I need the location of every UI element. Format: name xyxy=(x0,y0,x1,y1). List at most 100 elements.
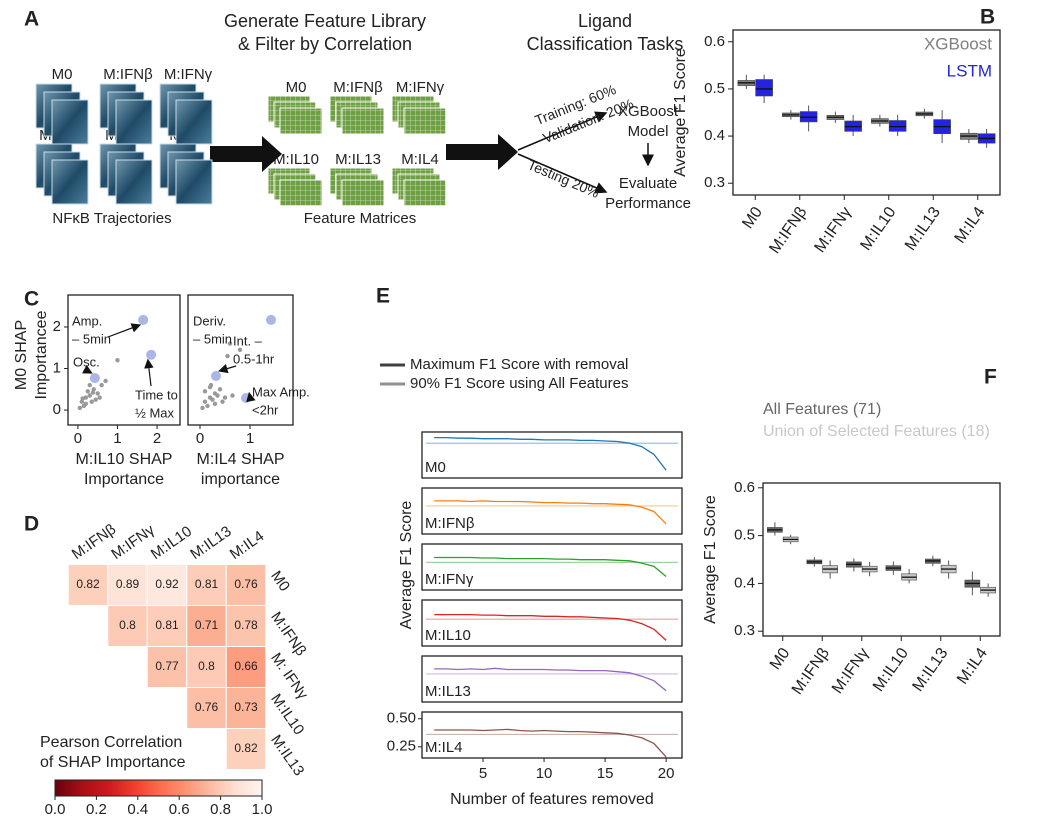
panel-name: M:IL10 xyxy=(425,627,471,644)
panel-name: M:IFNβ xyxy=(425,515,475,532)
x-tick-label: 0 xyxy=(74,430,82,447)
x-axis-label: importance xyxy=(201,471,280,488)
x-tick-label: M0 xyxy=(739,204,766,232)
flow-arrow xyxy=(210,136,282,172)
annotation: Time to xyxy=(135,387,178,402)
y-axis-label: Average F1 Score xyxy=(672,48,689,177)
y-tick-label: 0.5 xyxy=(734,527,755,544)
cell-label: 0.8 xyxy=(119,618,136,632)
point xyxy=(208,382,214,388)
series-line xyxy=(434,667,667,692)
cell-label: 0.71 xyxy=(195,618,219,632)
point xyxy=(115,358,120,363)
annotation: Int. – xyxy=(233,333,263,348)
point xyxy=(220,399,225,404)
highlight-point xyxy=(89,373,100,384)
point xyxy=(83,401,89,407)
feature-matrix xyxy=(341,179,385,207)
x-tick-label: M:IFNγ xyxy=(811,204,855,256)
cell-label: 0.76 xyxy=(234,577,258,591)
heatmap-cell xyxy=(186,605,227,647)
column-label: M:IL10 xyxy=(148,523,195,563)
annotation-arrow xyxy=(218,363,237,374)
legend-label: XGBoost xyxy=(924,34,992,53)
point xyxy=(89,399,94,404)
point xyxy=(202,399,208,404)
diagram-title: Generate Feature Library xyxy=(224,11,426,31)
y-tick-label: 0.3 xyxy=(734,622,755,639)
annotation: Osc. xyxy=(73,354,100,369)
annotation: – 5min xyxy=(72,331,111,346)
matrix-label: M:IL4 xyxy=(401,151,439,168)
axes-frame xyxy=(421,599,683,647)
x-axis-label: M:IL4 SHAP xyxy=(196,451,284,468)
point xyxy=(85,389,90,394)
point xyxy=(222,395,228,400)
annotation-arrow xyxy=(107,323,142,338)
cell-label: 0.82 xyxy=(76,577,100,591)
annotation: <2hr xyxy=(252,402,279,417)
trajectory-image xyxy=(51,99,89,145)
cell-label: 0.81 xyxy=(195,577,219,591)
x-tick-label: 10 xyxy=(536,765,553,782)
trajectory-image xyxy=(115,159,153,205)
colorbar-tick-label: 0.8 xyxy=(210,801,231,818)
y-axis-label: Average F1 Score xyxy=(398,501,415,630)
point xyxy=(77,405,83,411)
point xyxy=(210,397,215,402)
legend-label: Maximum F1 Score with removal xyxy=(410,356,628,373)
x-tick-label: 0 xyxy=(196,430,204,447)
feature-matrix xyxy=(403,179,447,207)
legend-label: 90% F1 Score using All Features xyxy=(410,375,628,392)
feature-matrix xyxy=(279,179,323,207)
axes-frame xyxy=(67,294,181,426)
task-title: Ligand xyxy=(578,11,632,31)
x-tick-label: 1 xyxy=(246,430,254,447)
point xyxy=(212,401,218,407)
x-axis-label: Number of features removed xyxy=(450,791,654,808)
cell-label: 0.92 xyxy=(155,577,179,591)
cell-label: 0.89 xyxy=(116,577,140,591)
axes-frame xyxy=(732,29,1001,196)
x-tick-label: 1 xyxy=(113,430,121,447)
y-axis-label: Average F1 Score xyxy=(702,495,719,624)
heatmap-cell xyxy=(225,646,267,688)
series-line xyxy=(434,436,667,471)
panel-name: M:IL4 xyxy=(425,739,463,756)
axes-frame xyxy=(421,431,683,479)
series-line xyxy=(434,500,667,525)
heatmap-cell xyxy=(186,646,227,688)
y-tick-label: 0.6 xyxy=(704,33,725,50)
x-tick-label: M:IFNβ xyxy=(789,645,833,698)
feature-matrix xyxy=(403,107,447,135)
y-tick-label: 0 xyxy=(53,401,61,418)
x-tick-label: M0 xyxy=(767,645,794,673)
highlight-point xyxy=(138,314,149,325)
y-tick-label: 0.4 xyxy=(704,127,725,144)
point xyxy=(97,395,102,400)
x-tick-label: 2 xyxy=(153,430,161,447)
point xyxy=(103,378,108,384)
colorbar-tick-label: 0.6 xyxy=(169,801,190,818)
annotation: 0.5-1hr xyxy=(233,351,275,366)
column-label: M:IL4 xyxy=(227,528,267,563)
cell-label: 0.8 xyxy=(198,659,215,673)
y-tick-label: 0.5 xyxy=(704,80,725,97)
point xyxy=(91,387,96,392)
panel-label: E xyxy=(376,285,390,308)
feature-matrix xyxy=(341,107,385,135)
axes-frame xyxy=(421,655,683,703)
panel-name: M:IFNγ xyxy=(425,571,474,588)
cell-label: 0.73 xyxy=(234,700,258,714)
workflow-diagram: Generate Feature Library & Filter by Cor… xyxy=(35,11,691,227)
highlight-point xyxy=(266,314,276,325)
x-axis-label: M:IL10 SHAP xyxy=(76,451,173,468)
trajectory-caption: NFκB Trajectories xyxy=(52,210,171,227)
point xyxy=(200,405,205,411)
trajectory-image xyxy=(51,159,89,205)
matrix-label: M:IL10 xyxy=(273,151,319,168)
axes-frame xyxy=(762,482,1001,637)
colorbar-label: of SHAP Importance xyxy=(40,754,186,771)
column-label: M:IFNγ xyxy=(108,521,158,563)
y-tick-label: 2 xyxy=(53,318,61,335)
